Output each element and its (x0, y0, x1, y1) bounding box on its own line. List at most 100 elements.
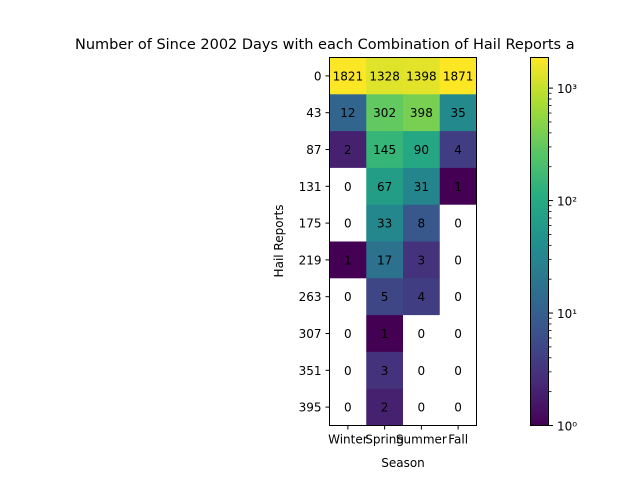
cell-value-label: 12 (340, 106, 355, 120)
y-tick-label: 87 (306, 143, 321, 157)
cell-value-label: 0 (344, 364, 352, 378)
cell-value-label: 0 (344, 217, 352, 231)
cell-value-label: 0 (454, 327, 462, 341)
heatmap-cell (439, 204, 477, 242)
heatmap-cell (329, 94, 367, 132)
cell-value-label: 0 (344, 327, 352, 341)
cell-value-label: 0 (418, 327, 426, 341)
cell-value-label: 0 (418, 364, 426, 378)
heatmap-cell (403, 94, 441, 132)
cell-value-label: 0 (454, 401, 462, 415)
chart-title: Number of Since 2002 Days with each Comb… (75, 37, 575, 53)
heatmap-cell (439, 167, 477, 206)
cell-value-label: 17 (377, 253, 392, 267)
heatmap-cell (329, 278, 367, 316)
y-axis: 0 43 87 131 175 219 263 307 351 395 (299, 69, 330, 415)
cell-value-label: 1 (344, 253, 352, 267)
cell-value-label: 90 (414, 143, 429, 157)
heatmap-cell (366, 94, 404, 132)
colorbar-tick-label: 10⁰ (557, 420, 577, 434)
colorbar-tick-label: 10¹ (557, 307, 577, 321)
cell-value-label: 1328 (369, 69, 400, 83)
y-axis-label: Hail Reports (272, 205, 286, 278)
x-tick-label: Fall (448, 433, 468, 447)
cell-value-label: 2 (344, 143, 352, 157)
heatmap-cell (439, 241, 477, 279)
y-tick-label: 263 (299, 290, 322, 304)
heatmap-cell (439, 315, 477, 353)
cell-value-label: 0 (454, 217, 462, 231)
y-tick-label: 131 (299, 180, 322, 194)
heatmap-cell (366, 131, 404, 169)
heatmap-cell (329, 241, 367, 279)
heatmap-cell (329, 315, 367, 353)
heatmap-cell (366, 278, 404, 316)
heatmap-cell (329, 388, 367, 426)
heatmap-cell (329, 351, 367, 390)
heatmap-cell (403, 57, 441, 95)
cell-value-label: 1398 (406, 69, 437, 83)
cell-value-label: 0 (454, 364, 462, 378)
cell-value-label: 33 (377, 217, 392, 231)
heatmap-cell (366, 204, 404, 242)
y-tick-label: 43 (306, 106, 321, 120)
heatmap-cell (439, 351, 477, 390)
cell-value-label: 1871 (443, 69, 474, 83)
cell-value-label: 1821 (333, 69, 364, 83)
heatmap-cell (329, 131, 367, 169)
cell-value-label: 0 (454, 290, 462, 304)
heatmap-cell (329, 204, 367, 242)
cell-value-label: 35 (450, 106, 465, 120)
colorbar-frame (530, 57, 549, 426)
cell-value-label: 0 (344, 401, 352, 415)
cell-value-label: 145 (373, 143, 396, 157)
heatmap-cell (366, 351, 404, 390)
y-tick-label: 219 (299, 253, 322, 267)
colorbar-tick-label: 10³ (557, 82, 577, 96)
heatmap-cell (403, 131, 441, 169)
cell-value-label: 31 (414, 180, 429, 194)
colorbar (530, 57, 549, 426)
colorbar-tick-label: 10² (557, 195, 577, 209)
cell-value-label: 8 (418, 217, 426, 231)
cell-value-label: 3 (381, 364, 389, 378)
x-tick-label: Spring (365, 433, 404, 447)
plot-frame (329, 57, 477, 426)
cell-value-label: 1 (454, 180, 462, 194)
cell-value-label: 2 (381, 401, 389, 415)
cell-value-label: 1 (381, 327, 389, 341)
cell-value-label: 398 (410, 106, 433, 120)
y-tick-label: 175 (299, 217, 322, 231)
y-tick-label: 307 (299, 327, 322, 341)
heatmap-cell (366, 388, 404, 426)
y-tick-label: 395 (299, 401, 322, 415)
heatmap-cell (366, 241, 404, 279)
heatmap-cell (439, 278, 477, 316)
heatmap-cell (403, 167, 441, 206)
heatmap-cell (403, 351, 441, 390)
cell-value-label: 4 (454, 143, 462, 157)
y-tick-label: 351 (299, 364, 322, 378)
cell-value-label: 0 (454, 253, 462, 267)
heatmap-cell (439, 131, 477, 169)
cell-value-label: 0 (418, 401, 426, 415)
heatmap-cell (366, 57, 404, 95)
x-tick-label: Summer (396, 433, 447, 447)
cell-value-label: 5 (381, 290, 389, 304)
cell-value-label: 67 (377, 180, 392, 194)
cell-value-label: 0 (344, 290, 352, 304)
heatmap-cell (329, 167, 367, 206)
cell-value-label: 4 (418, 290, 426, 304)
heatmap-cell (439, 57, 477, 95)
heatmap-cell (439, 388, 477, 426)
y-tick-label: 0 (314, 69, 322, 83)
cell-value-label: 0 (344, 180, 352, 194)
heatmap-cell (403, 388, 441, 426)
x-axis-label: Season (381, 456, 425, 470)
cell-value-label: 302 (373, 106, 396, 120)
x-tick-label: Winter (328, 433, 368, 447)
heatmap-cell (366, 315, 404, 353)
